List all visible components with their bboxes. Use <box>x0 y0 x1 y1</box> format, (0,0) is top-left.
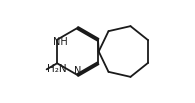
Text: N: N <box>74 66 81 76</box>
Text: H₂N: H₂N <box>47 64 66 74</box>
Text: NH: NH <box>53 37 68 47</box>
